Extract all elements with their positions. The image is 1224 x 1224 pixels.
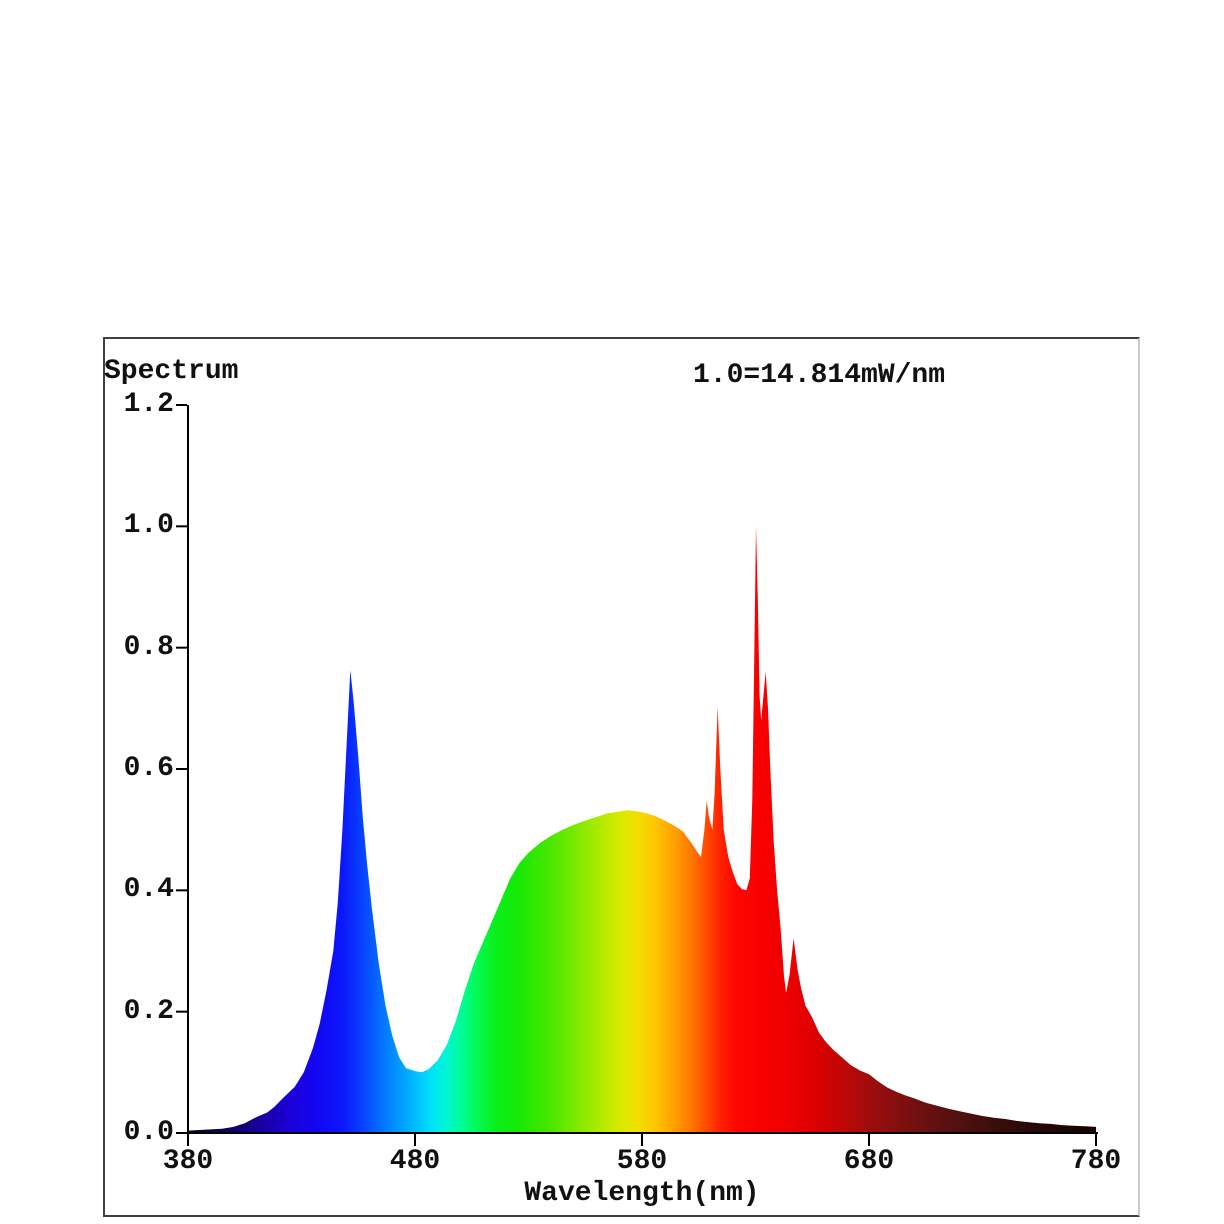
figure-border <box>103 337 1140 1217</box>
spectrum-area <box>188 526 1096 1133</box>
x-tick-label: 480 <box>389 1146 441 1177</box>
y-tick-label: 0.2 <box>123 995 174 1027</box>
y-tick-label: 1.0 <box>123 510 174 542</box>
x-axis-title: Wavelength(nm) <box>524 1178 760 1209</box>
x-tick-label: 580 <box>616 1146 668 1177</box>
x-tick-label: 380 <box>162 1146 214 1177</box>
y-tick-label: 1.2 <box>123 389 174 420</box>
chart-title: Spectrum <box>104 356 239 387</box>
axes-lines <box>187 405 1098 1134</box>
y-tick-label: 0.8 <box>123 631 174 663</box>
y-tick-label: 0.0 <box>123 1117 174 1148</box>
y-tick-label: 0.6 <box>123 753 174 784</box>
x-tick-label: 780 <box>1070 1146 1122 1177</box>
y-tick-label: 0.4 <box>123 874 174 906</box>
x-tick-label: 680 <box>843 1146 895 1177</box>
scale-annotation: 1.0=14.814mW/nm <box>693 360 946 391</box>
